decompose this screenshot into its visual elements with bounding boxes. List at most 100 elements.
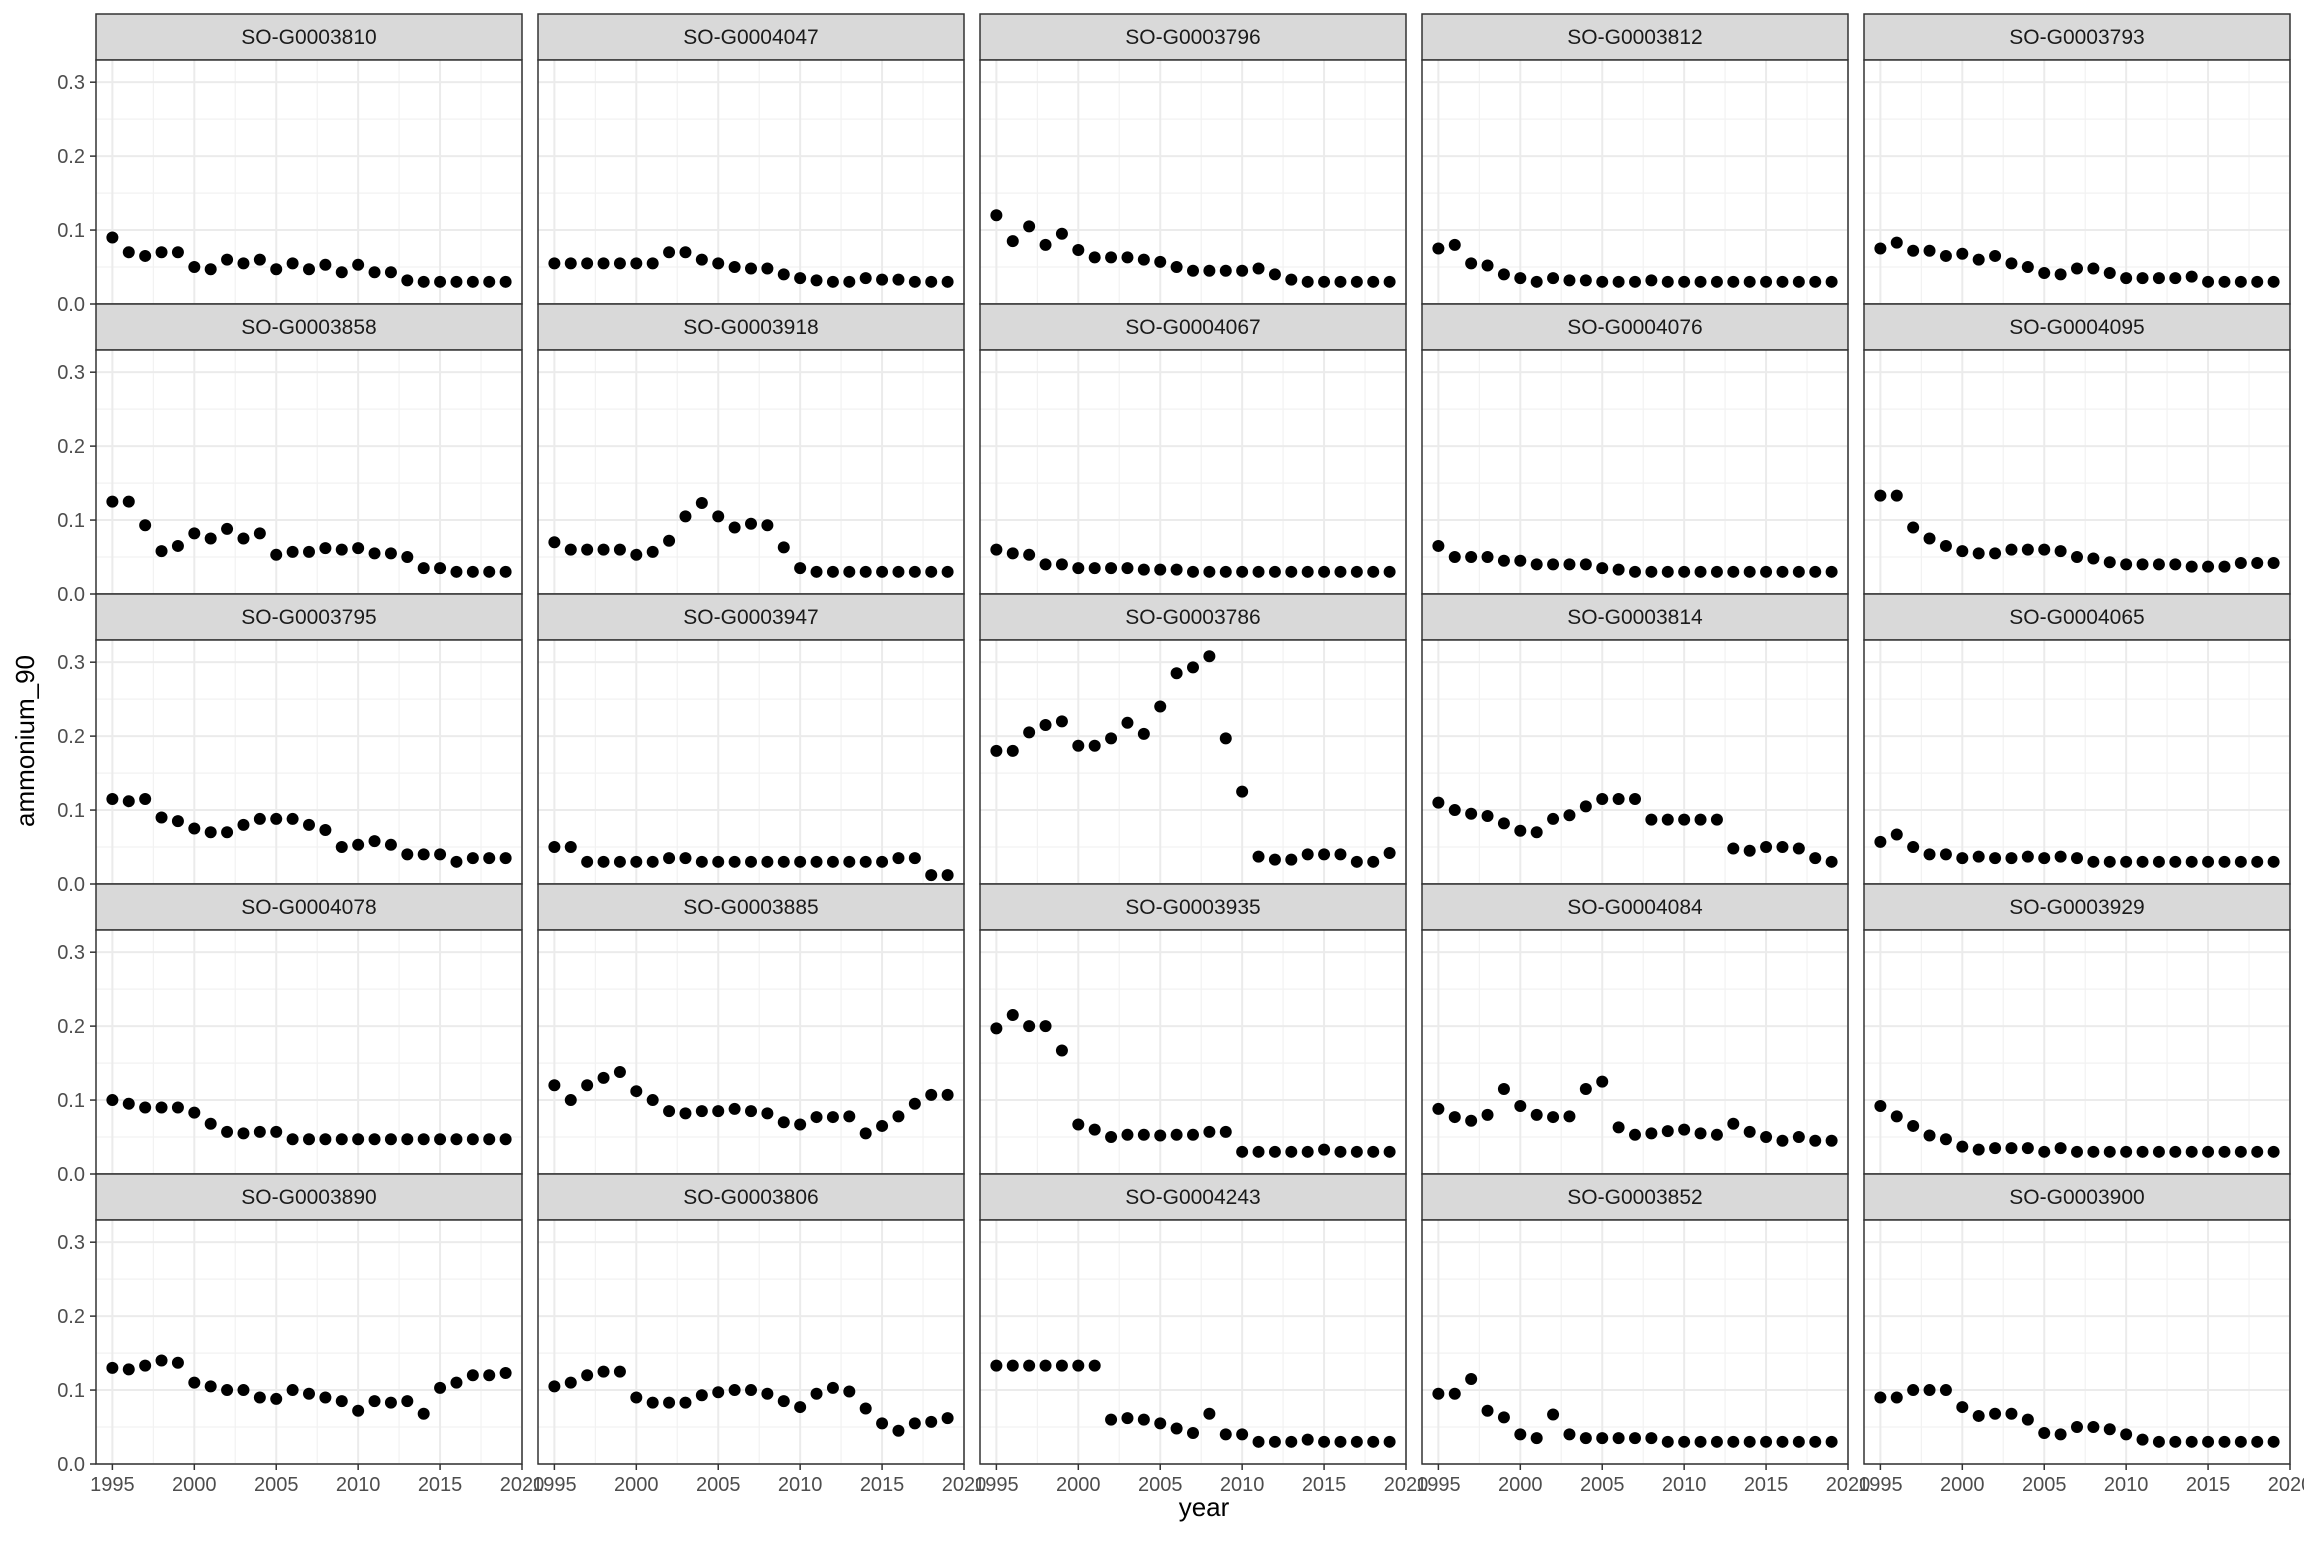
data-point	[1645, 565, 1658, 578]
data-point	[564, 1094, 577, 1107]
data-point	[1006, 1009, 1019, 1022]
data-point	[139, 792, 152, 805]
data-point	[892, 1110, 905, 1123]
data-point	[319, 824, 332, 837]
data-point	[1907, 521, 1920, 534]
facet-strip	[979, 883, 1407, 931]
data-point	[695, 1105, 708, 1118]
facet-panel: SO-G0003900 1995 2000 2005 2010 2015 2020	[1858, 1173, 2304, 1496]
data-point	[1006, 547, 1019, 560]
data-point	[1252, 1435, 1265, 1448]
facet-strip-label: SO-G0004084	[1567, 896, 1703, 919]
data-point	[2267, 556, 2280, 569]
data-point	[876, 565, 889, 578]
data-point	[1137, 727, 1150, 740]
x-tick-label: 1995	[532, 1474, 577, 1496]
data-point	[1039, 1359, 1052, 1372]
data-point	[1645, 1127, 1658, 1140]
data-point	[2218, 560, 2231, 573]
data-point	[695, 855, 708, 868]
x-tick-label: 2000	[614, 1474, 659, 1496]
facet-strip-label: SO-G0003929	[2009, 896, 2144, 919]
data-point	[139, 249, 152, 262]
data-point	[303, 263, 315, 276]
data-point	[2136, 1145, 2149, 1158]
facet-panel: SO-G0004047	[537, 13, 965, 305]
data-point	[794, 855, 807, 868]
data-point	[1252, 850, 1265, 863]
y-tick-label: 0.3	[57, 72, 85, 94]
data-point	[384, 266, 397, 279]
data-point	[155, 246, 168, 259]
data-point	[221, 253, 234, 266]
data-point	[1645, 813, 1658, 826]
data-point	[826, 275, 839, 288]
data-point	[1432, 242, 1445, 255]
data-point	[237, 1127, 250, 1140]
data-point	[450, 855, 463, 868]
data-point	[2120, 1428, 2133, 1441]
data-point	[1825, 275, 1838, 288]
data-point	[1530, 826, 1543, 839]
data-point	[1694, 275, 1707, 288]
panel-border	[1421, 1219, 1849, 1465]
data-point	[1890, 1391, 1903, 1404]
data-point	[1907, 1384, 1920, 1397]
data-point	[1432, 796, 1445, 809]
facet-strip-label: SO-G0003786	[1125, 606, 1260, 629]
data-point	[1203, 650, 1216, 663]
data-point	[237, 1384, 250, 1397]
facet-panel: SO-G0003796	[979, 13, 1407, 305]
data-point	[335, 1133, 348, 1146]
data-point	[745, 1105, 757, 1118]
data-point	[1874, 835, 1887, 848]
data-point	[2071, 551, 2083, 564]
facet-strip-label: SO-G0004047	[683, 26, 818, 49]
facet-strip-label: SO-G0003918	[683, 316, 818, 339]
data-point	[1694, 813, 1707, 826]
data-point	[1203, 264, 1216, 277]
data-point	[1907, 244, 1920, 257]
data-point	[1514, 1099, 1527, 1112]
data-point	[204, 826, 217, 839]
facet-strip-label: SO-G0003890	[241, 1186, 376, 1209]
data-point	[1710, 1435, 1723, 1448]
facet-strip	[979, 593, 1407, 641]
data-point	[2185, 560, 2198, 573]
data-point	[892, 565, 905, 578]
data-point	[2103, 266, 2116, 279]
data-point	[2152, 272, 2165, 285]
data-point	[1989, 1142, 2002, 1155]
facet-strip-label: SO-G0004078	[241, 896, 376, 919]
data-point	[1350, 565, 1363, 578]
data-point	[1318, 1435, 1331, 1448]
data-point	[1727, 1435, 1740, 1448]
data-point	[483, 852, 496, 865]
data-point	[777, 541, 790, 554]
data-point	[728, 855, 741, 868]
x-tick-label: 1995	[1858, 1474, 1903, 1496]
data-point	[1792, 565, 1805, 578]
data-point	[2054, 545, 2067, 558]
data-point	[1907, 1119, 1920, 1132]
data-point	[826, 1381, 839, 1394]
data-point	[1023, 1359, 1036, 1372]
data-point	[384, 1133, 397, 1146]
data-point	[188, 1376, 201, 1389]
data-point	[2005, 1407, 2018, 1420]
data-point	[139, 519, 152, 532]
data-point	[548, 1079, 561, 1092]
data-point	[1547, 1111, 1560, 1124]
data-point	[483, 275, 496, 288]
x-tick-label: 2000	[1056, 1474, 1101, 1496]
facet-strip	[1863, 303, 2291, 351]
data-point	[1137, 1413, 1150, 1426]
data-point	[1432, 1387, 1445, 1400]
data-point	[925, 1415, 938, 1428]
data-point	[2021, 1413, 2034, 1426]
data-point	[417, 562, 430, 575]
data-point	[1629, 1432, 1641, 1445]
data-point	[1055, 1359, 1068, 1372]
data-point	[1006, 1359, 1019, 1372]
data-point	[990, 744, 1003, 757]
